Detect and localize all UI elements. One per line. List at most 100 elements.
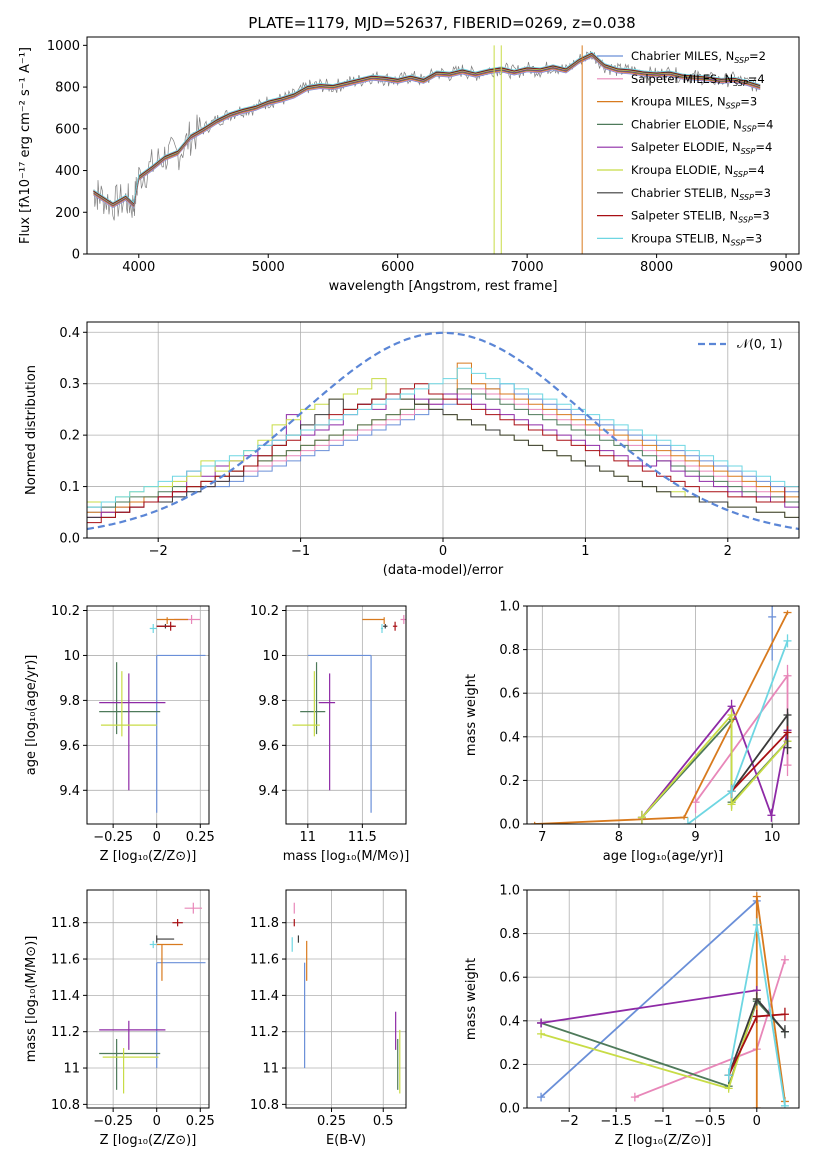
panel-weight_vs_age: 7 8 9 10 0.0 0.2 0.4 0.6 0.8 1.0 age [log₁₀(age/yr… — [464, 600, 800, 864]
legend-label: Salpeter STELIB, NSSP=3 — [631, 209, 770, 225]
legend-label: Kroupa ELODIE, NSSP=4 — [631, 163, 765, 179]
plot-area — [530, 606, 792, 824]
x-tick-label: −1 — [653, 1114, 672, 1129]
y-tick-label: 11.2 — [51, 1025, 80, 1040]
panel-age_vs_Z: −0.25 0 0.25 9.4 9.6 9.8 10 10.2 Z [log₁₀(Z/Z⊙)]… — [24, 604, 215, 864]
weight-series — [768, 606, 777, 661]
x-axis-label: Z [log₁₀(Z/Z⊙)] — [100, 1133, 197, 1148]
y-tick-label: 9.4 — [59, 784, 80, 799]
x-tick-label: 0 — [753, 1114, 761, 1129]
y-tick-label: 0.6 — [499, 687, 520, 702]
x-axis-label: (data-model)/error — [383, 563, 504, 578]
errorbar-point — [99, 673, 166, 791]
weight-line — [540, 989, 757, 1024]
weight-line — [540, 998, 758, 1090]
weight-line — [641, 712, 789, 819]
x-tick-label: 10 — [764, 830, 781, 845]
x-axis-label: E(B-V) — [326, 1133, 366, 1148]
y-tick-label: 600 — [55, 122, 80, 137]
y-tick-label: 0.2 — [59, 429, 80, 444]
weight-series — [724, 918, 789, 1108]
weight-line — [694, 672, 789, 803]
y-tick-label: 10.8 — [51, 1098, 80, 1113]
y-tick-label: 800 — [55, 81, 80, 96]
y-tick-label: 0.4 — [499, 1014, 520, 1029]
errorbar-point — [156, 621, 176, 631]
y-axis-label: Flux [fλ10⁻¹⁷ erg cm⁻² s⁻¹ A⁻¹] — [18, 47, 33, 244]
errorbar-point — [156, 617, 189, 624]
errorbar-point — [99, 1038, 161, 1090]
x-tick-label: 6000 — [381, 260, 414, 275]
legend-label: Chabrier ELODIE, NSSP=4 — [631, 117, 773, 133]
errorbar-point — [362, 617, 385, 624]
errorbar-point — [392, 621, 398, 631]
y-tick-label: 9.8 — [258, 694, 279, 709]
spectrum-model-line — [93, 51, 761, 204]
y-tick-label: 9.6 — [258, 739, 279, 754]
legend-label: Kroupa MILES, NSSP=3 — [631, 95, 757, 111]
panel-age_vs_mass: 11 11.5 9.4 9.6 9.8 10 10.2 mass [log₁₀(M/M⊙)] — [250, 604, 409, 864]
axes-frame — [86, 36, 800, 255]
y-axis-label: mass [log₁₀(M/M⊙)] — [24, 936, 39, 1063]
errorbar-point — [149, 623, 157, 633]
x-tick-label: 1 — [581, 544, 589, 559]
x-tick-label: −1 — [291, 544, 310, 559]
errorbar-point — [307, 654, 372, 813]
plot-area — [99, 902, 206, 1094]
y-tick-label: 0.2 — [499, 774, 520, 789]
y-tick-label: 1000 — [47, 39, 80, 54]
legend-label: Chabrier STELIB, NSSP=3 — [631, 186, 771, 202]
errorbar-point — [156, 943, 183, 981]
y-tick-label: 11 — [262, 1062, 279, 1077]
x-tick-label: 8 — [615, 830, 623, 845]
plot-area — [537, 892, 789, 1108]
y-tick-label: 0.4 — [499, 730, 520, 745]
weight-line — [730, 731, 789, 792]
weight-series — [537, 896, 761, 1102]
x-tick-label: 9000 — [770, 260, 803, 275]
x-tick-label: 11.5 — [348, 830, 377, 845]
histogram-step-series — [87, 393, 799, 518]
y-axis-label: mass weight — [464, 958, 479, 1040]
x-axis-label: mass [log₁₀(M/M⊙)] — [283, 849, 410, 864]
y-tick-label: 0 — [72, 248, 80, 263]
panels: 4000 5000 6000 7000 8000 90000200400600800100… — [18, 36, 803, 1148]
y-tick-label: 11.4 — [51, 989, 80, 1004]
panel-residual_hist: −2 −1 0 1 2 0.0 0.1 0.2 0.3 0.4 (data-model)/error… — [24, 321, 800, 578]
normal-legend-label: 𝒩(0, 1) — [737, 336, 783, 351]
weight-line — [730, 712, 789, 792]
x-tick-label: 0.25 — [186, 1114, 215, 1129]
y-tick-label: 10 — [63, 649, 80, 664]
normal-curve — [87, 331, 799, 531]
x-axis-label: age [log₁₀(age/yr)] — [603, 849, 724, 864]
y-tick-label: 400 — [55, 164, 80, 179]
x-tick-label: 9 — [691, 830, 699, 845]
plot-area — [87, 331, 799, 531]
x-tick-label: −0.5 — [694, 1114, 726, 1129]
x-tick-label: 0.25 — [317, 1114, 346, 1129]
y-axis-label: age [log₁₀(age/yr)] — [24, 655, 39, 776]
y-tick-label: 0.2 — [499, 1058, 520, 1073]
panel-spectrum: 4000 5000 6000 7000 8000 9000 0 200 400 600 800 100… — [18, 36, 803, 294]
x-tick-label: 0.5 — [373, 1114, 394, 1129]
y-tick-label: 0.0 — [499, 1102, 520, 1117]
axes-frame — [526, 605, 800, 825]
y-tick-label: 10.2 — [51, 604, 80, 619]
errorbar-point — [400, 614, 406, 624]
y-tick-label: 10.2 — [250, 604, 279, 619]
y-tick-label: 11.6 — [250, 953, 279, 968]
axes-frame — [285, 889, 407, 1109]
y-tick-label: 9.8 — [59, 694, 80, 709]
x-tick-label: −0.25 — [93, 830, 133, 845]
y-tick-label: 0.8 — [499, 927, 520, 942]
x-tick-label: −2 — [149, 544, 168, 559]
y-tick-label: 1.0 — [499, 884, 520, 899]
weight-series — [537, 994, 761, 1093]
spectrum-legend: Chabrier MILES, NSSP=2 Salpeter MILES, NS… — [597, 49, 773, 247]
errorbar-point — [149, 940, 157, 949]
x-tick-label: −2 — [560, 1114, 579, 1129]
errorbar-point — [292, 671, 320, 737]
weight-line — [641, 704, 789, 819]
y-tick-label: 0.1 — [59, 480, 80, 495]
figure-title: PLATE=1179, MJD=52637, FIBERID=0269, z=0… — [248, 14, 635, 32]
